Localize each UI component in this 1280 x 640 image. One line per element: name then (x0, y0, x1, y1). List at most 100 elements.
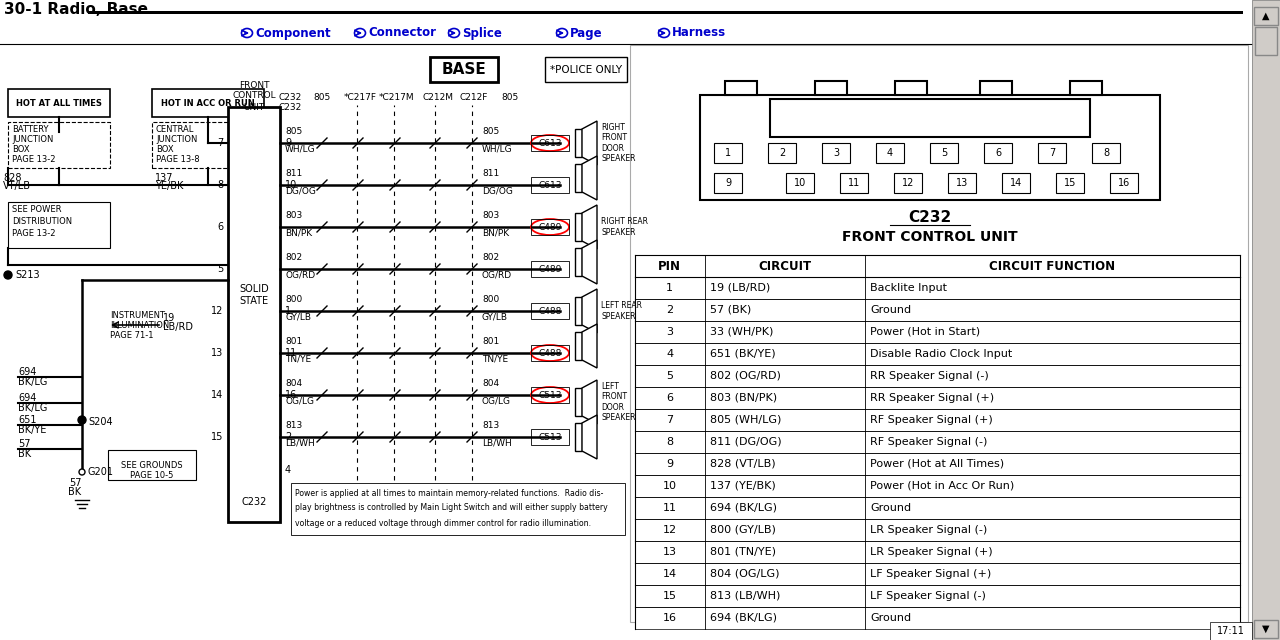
Bar (724, 81, 756, 95)
Text: Power is applied at all times to maintain memory-related functions.  Radio dis-: Power is applied at all times to maintai… (294, 488, 603, 497)
Polygon shape (582, 380, 596, 424)
Text: GY/LB: GY/LB (483, 312, 508, 321)
Text: VT/LB: VT/LB (3, 181, 31, 191)
Text: PAGE 71-1: PAGE 71-1 (110, 330, 154, 339)
Text: 803: 803 (483, 211, 499, 220)
Text: 800 (GY/LB): 800 (GY/LB) (709, 525, 776, 535)
Bar (893, 173, 922, 193)
Bar (152, 122, 264, 168)
Text: LB/WH: LB/WH (285, 438, 315, 447)
Bar (980, 81, 1012, 95)
Bar (531, 135, 570, 151)
Text: 15: 15 (1064, 178, 1076, 188)
Bar (635, 607, 1240, 629)
Text: ▼: ▼ (1262, 624, 1270, 634)
Text: 3: 3 (667, 327, 673, 337)
Bar (575, 332, 582, 360)
Text: 16: 16 (285, 390, 297, 400)
Text: 6: 6 (667, 393, 673, 403)
Bar (815, 81, 847, 95)
Text: 14: 14 (663, 569, 677, 579)
Bar (635, 255, 1240, 277)
Text: STATE: STATE (239, 296, 269, 307)
Text: 805: 805 (314, 93, 330, 102)
Text: 13: 13 (211, 348, 223, 358)
Bar (768, 143, 796, 163)
Text: C513: C513 (539, 390, 562, 399)
Bar (1254, 620, 1277, 638)
Text: 12: 12 (663, 525, 677, 535)
Text: 805: 805 (285, 127, 302, 136)
Bar (8, 202, 110, 248)
Text: SOLID: SOLID (239, 285, 269, 294)
Bar (8, 122, 110, 168)
Text: C513: C513 (539, 433, 562, 442)
Text: 10: 10 (794, 178, 806, 188)
Bar (0, 45, 630, 622)
Text: voltage or a reduced voltage through dimmer control for radio illumination.: voltage or a reduced voltage through dim… (294, 518, 591, 527)
Polygon shape (582, 205, 596, 249)
Text: 5: 5 (941, 148, 947, 158)
Text: BOX: BOX (12, 145, 29, 154)
Text: 813: 813 (285, 421, 302, 430)
Text: 694: 694 (18, 393, 36, 403)
Bar (531, 177, 570, 193)
Text: 11: 11 (285, 348, 297, 358)
Bar (531, 387, 570, 403)
Bar (1092, 143, 1120, 163)
Text: Component: Component (255, 26, 330, 40)
Text: 2: 2 (285, 432, 292, 442)
Bar (8, 89, 110, 117)
Bar (152, 89, 264, 117)
Text: 9: 9 (666, 459, 673, 469)
Text: G201: G201 (88, 467, 114, 477)
Bar (575, 213, 582, 241)
Text: 6: 6 (216, 222, 223, 232)
Bar (531, 261, 570, 277)
Bar (228, 107, 280, 522)
Text: HOT IN ACC OR RUN: HOT IN ACC OR RUN (161, 99, 255, 108)
Bar (1254, 27, 1277, 55)
Circle shape (79, 469, 84, 475)
Text: UNIT: UNIT (243, 102, 265, 111)
Bar (931, 143, 957, 163)
Bar (430, 57, 498, 82)
Bar (635, 497, 1240, 519)
Text: 10: 10 (285, 180, 297, 190)
Bar (700, 95, 1160, 200)
Text: *POLICE ONLY: *POLICE ONLY (550, 65, 622, 75)
Bar (531, 219, 570, 235)
Text: 651 (BK/YE): 651 (BK/YE) (709, 349, 776, 359)
Text: 4: 4 (285, 465, 291, 475)
Text: RIGHT REAR
SPEAKER: RIGHT REAR SPEAKER (602, 218, 648, 237)
Text: 802: 802 (285, 253, 302, 262)
Bar (714, 143, 742, 163)
Text: 9: 9 (285, 138, 291, 148)
Bar (635, 409, 1240, 431)
Text: 57 (BK): 57 (BK) (709, 305, 751, 315)
Text: 3: 3 (833, 148, 840, 158)
Text: YE/BK: YE/BK (155, 181, 183, 191)
Text: 800: 800 (285, 295, 302, 304)
Text: LB/RD: LB/RD (163, 322, 193, 332)
Text: 14: 14 (211, 390, 223, 400)
Bar (575, 248, 582, 276)
Text: BK: BK (68, 487, 82, 497)
Text: OG/RD: OG/RD (285, 270, 315, 279)
Text: 651: 651 (18, 415, 37, 425)
Text: C232: C232 (278, 93, 302, 102)
Text: CONTROL: CONTROL (232, 92, 275, 100)
Text: 1: 1 (667, 283, 673, 293)
Text: 33 (WH/PK): 33 (WH/PK) (709, 327, 773, 337)
Text: WH/LG: WH/LG (285, 144, 316, 153)
Text: S213: S213 (15, 270, 40, 280)
Text: 802 (OG/RD): 802 (OG/RD) (709, 371, 781, 381)
Text: 12: 12 (211, 306, 223, 316)
Bar (635, 519, 1240, 541)
Text: BK/LG: BK/LG (18, 377, 47, 387)
Bar (108, 450, 196, 480)
Text: 4: 4 (887, 148, 893, 158)
Text: 137 (YE/BK): 137 (YE/BK) (709, 481, 776, 491)
Text: Power (Hot at All Times): Power (Hot at All Times) (870, 459, 1004, 469)
Text: 7: 7 (666, 415, 673, 425)
